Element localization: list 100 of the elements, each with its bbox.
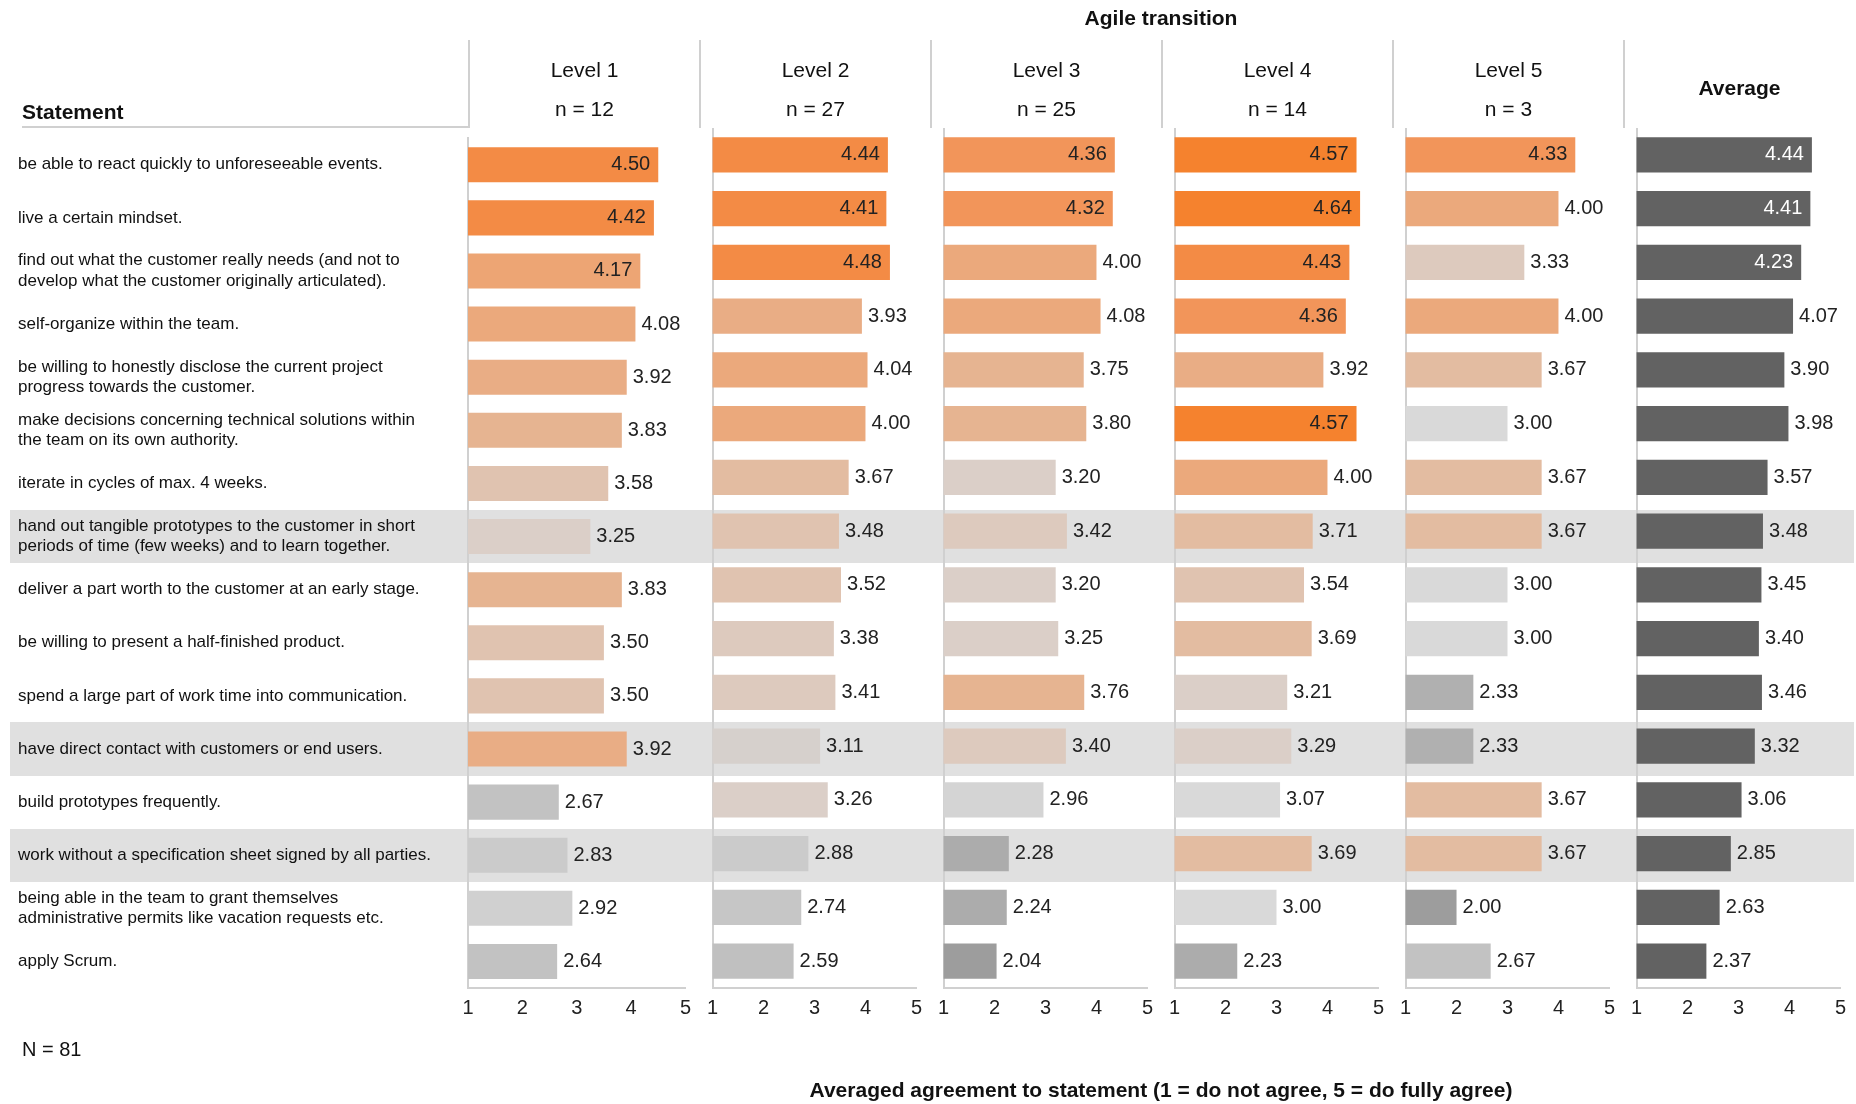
data-label: 3.92: [632, 364, 672, 387]
y-tick-label: work without a specification sheet signed by all parties.: [17, 844, 431, 864]
data-label: 4.00: [1333, 464, 1373, 487]
x-tick-label: 3: [808, 995, 821, 1018]
y-tick-label: hand out tangible prototypes to the customer in short periods of time (few weeks) and to learn together.: [18, 516, 416, 556]
data-label: 3.52: [847, 572, 886, 595]
data-label: 3.80: [1092, 411, 1132, 434]
data-label: 3.67: [1547, 464, 1587, 487]
y-tick-label: deliver a part worth to the customer at an early stage.: [18, 579, 420, 599]
chart-title: Average: [1697, 76, 1782, 100]
data-label: 4.00: [1102, 249, 1142, 272]
x-tick-label: 1: [938, 995, 950, 1018]
data-label: 3.06: [1747, 787, 1787, 810]
data-label: 2.67: [1496, 948, 1536, 971]
x-tick-label: 5: [1834, 995, 1846, 1018]
x-tick-label: 1: [1631, 995, 1643, 1018]
data-label: 4.08: [1106, 303, 1146, 326]
data-label: 3.67: [1547, 787, 1587, 810]
x-tick-label: 3: [1270, 995, 1283, 1018]
x-tick-label: 1: [707, 995, 719, 1018]
data-label: 4.44: [1764, 142, 1804, 165]
data-label: 3.76: [1090, 679, 1130, 702]
chart-title: Level 5: [1473, 58, 1544, 82]
data-label: 3.69: [1317, 626, 1357, 649]
y-tick-label: have direct contact with customers or end users.: [18, 738, 383, 758]
data-label: 4.33: [1528, 142, 1568, 165]
data-label: 2.59: [799, 948, 839, 971]
data-label: 2.83: [573, 842, 613, 865]
data-label: 3.67: [1547, 841, 1587, 864]
data-label: 4.57: [1309, 411, 1349, 434]
data-label: 4.32: [1065, 196, 1105, 219]
x-tick-label: 5: [1141, 995, 1153, 1018]
data-label: 4.07: [1799, 303, 1838, 326]
data-label: 3.00: [1513, 626, 1553, 649]
data-label: 4.04: [873, 357, 913, 380]
data-label: 4.43: [1302, 249, 1342, 272]
data-label: 2.33: [1479, 679, 1519, 702]
data-label: 2.64: [563, 948, 603, 971]
chart-subtitle: n = 12: [554, 97, 615, 121]
x-tick-label: 2: [988, 995, 1001, 1018]
data-label: 3.25: [1064, 626, 1104, 649]
data-label: 3.20: [1061, 572, 1101, 595]
data-label: 4.57: [1309, 142, 1349, 165]
data-label: 3.26: [833, 787, 873, 810]
data-label: 3.11: [826, 733, 864, 756]
data-label: 2.92: [578, 895, 618, 918]
chart-subtitle: n = 25: [1016, 97, 1077, 121]
x-tick-label: 5: [910, 995, 922, 1018]
x-tick-label: 3: [1501, 995, 1514, 1018]
y-tick-label: self-organize within the team.: [18, 313, 240, 333]
y-tick-label: be able to react quickly to unforeseeable events.: [18, 154, 383, 174]
y-tick-label: make decisions concerning technical solutions within the team on its own authority.: [18, 409, 415, 450]
x-tick-label: 2: [757, 995, 770, 1018]
data-label: 4.42: [606, 205, 646, 228]
x-tick-label: 3: [571, 995, 583, 1018]
data-label: 3.58: [614, 470, 654, 493]
chart-title: Level 1: [549, 58, 620, 82]
chart-title: Level 3: [1011, 58, 1082, 82]
data-label: 3.57: [1773, 464, 1813, 487]
chart-subtitle: n = 14: [1247, 97, 1308, 121]
data-label: 3.42: [1072, 518, 1112, 541]
x-tick-label: 4: [625, 995, 637, 1018]
data-label: 3.48: [844, 518, 884, 541]
data-label: 2.37: [1712, 948, 1752, 971]
data-label: 3.00: [1513, 411, 1553, 434]
data-label: 4.23: [1754, 249, 1794, 272]
data-label: 3.67: [854, 464, 894, 487]
y-tick-label: iterate in cycles of max. 4 weeks.: [18, 473, 268, 493]
data-label: 3.40: [1764, 626, 1804, 649]
data-label: 3.07: [1286, 787, 1326, 810]
data-label: 2.23: [1243, 948, 1283, 971]
data-label: 2.96: [1049, 787, 1089, 810]
data-label: 3.41: [841, 679, 881, 702]
data-label: 3.92: [1329, 357, 1369, 380]
data-label: 3.69: [1317, 841, 1357, 864]
y-tick-label: live a certain mindset.: [18, 207, 183, 227]
data-label: 3.48: [1768, 518, 1808, 541]
x-tick-label: 4: [859, 995, 872, 1018]
data-label: 3.83: [627, 417, 667, 440]
data-label: 2.85: [1736, 841, 1776, 864]
data-label: 4.64: [1313, 196, 1353, 219]
data-label: 3.00: [1282, 894, 1322, 917]
data-label: 4.41: [1763, 196, 1803, 219]
chart-title: Level 2: [780, 58, 851, 82]
x-tick-label: 4: [1783, 995, 1796, 1018]
data-label: 3.50: [609, 630, 649, 653]
data-label: 4.36: [1298, 303, 1338, 326]
data-label: 3.45: [1767, 572, 1807, 595]
data-label: 3.54: [1310, 572, 1349, 595]
data-label: 3.98: [1794, 411, 1834, 434]
data-label: 4.48: [843, 249, 882, 272]
x-tick-label: 3: [1039, 995, 1052, 1018]
data-label: 2.00: [1462, 894, 1502, 917]
data-label: 3.67: [1547, 518, 1587, 541]
data-label: 4.08: [641, 311, 681, 334]
data-label: 3.92: [632, 736, 672, 759]
chart-title: Level 4: [1242, 58, 1313, 82]
y-tick-label: apply Scrum.: [18, 951, 118, 971]
chart-subtitle: n = 27: [785, 97, 846, 121]
text: Agile transition: [1083, 6, 1239, 30]
